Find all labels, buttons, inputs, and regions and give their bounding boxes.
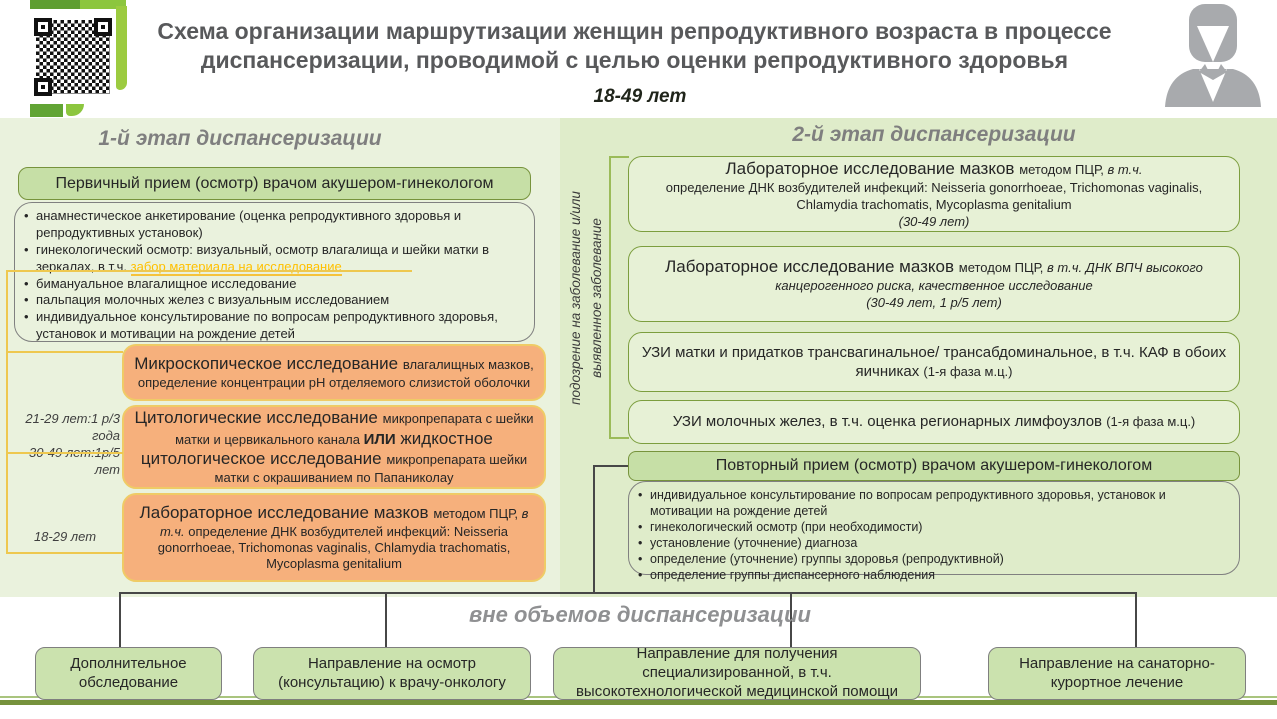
footer-rule-thick bbox=[0, 700, 1277, 705]
connector-line bbox=[119, 592, 1137, 594]
bullet-item: определение группы диспансерного наблюде… bbox=[635, 567, 1231, 583]
ultrasound-breast-box: УЗИ молочных желез, в т.ч. оценка регион… bbox=[628, 400, 1240, 444]
connector-line bbox=[593, 465, 595, 593]
bracket-line bbox=[609, 156, 629, 158]
bullet-item: гинекологический осмотр: визуальный, осм… bbox=[21, 242, 526, 276]
bullet-item: бимануальное влагалищное исследование bbox=[21, 276, 526, 293]
bracket-line bbox=[609, 156, 611, 439]
qr-frame-tab bbox=[66, 104, 84, 116]
connector-line bbox=[6, 351, 123, 353]
bracket-line bbox=[609, 437, 629, 439]
hpv-pcr-box: Лабораторное исследование мазков методом… bbox=[628, 246, 1240, 322]
stage1-heading: 1-й этап диспансеризации bbox=[98, 127, 382, 150]
connector-line bbox=[385, 592, 387, 648]
stage2-heading: 2-й этап диспансеризации bbox=[792, 123, 1076, 146]
qr-finder-icon bbox=[34, 18, 52, 36]
bullet-item: установление (уточнение) диагноза bbox=[635, 535, 1231, 551]
qr-code bbox=[30, 14, 116, 100]
qr-frame-top-left bbox=[30, 0, 80, 9]
bullet-item: индивидуальное консультирование по вопро… bbox=[21, 309, 526, 343]
cytology-box: Цитологические исследование микропрепара… bbox=[122, 405, 546, 489]
page-title: Схема организации маршрутизации женщин р… bbox=[157, 18, 1112, 74]
bullet-item: индивидуальное консультирование по вопро… bbox=[635, 487, 1231, 519]
outside-scope-heading: вне объемов диспансеризации bbox=[469, 602, 811, 627]
connector-line bbox=[6, 270, 412, 272]
suspicion-vertical-label: подозрение на заболевание и/или выявленн… bbox=[568, 191, 604, 405]
specialized-care-referral-box: Направление для получения специализирова… bbox=[553, 645, 921, 700]
additional-examination-box: Дополнительное обследование bbox=[35, 647, 222, 700]
qr-frame-top-right bbox=[80, 0, 126, 9]
stage2-bullet-box: индивидуальное консультирование по вопро… bbox=[628, 481, 1240, 583]
sanatorium-referral-box: Направление на санаторно-курортное лечен… bbox=[988, 647, 1246, 700]
bullet-item: определение (уточнение) группы здоровья … bbox=[635, 551, 1231, 567]
woman-silhouette-icon bbox=[1163, 0, 1263, 107]
stage1-bullet-box: анамнестическое анкетирование (оценка ре… bbox=[14, 202, 535, 342]
connector-line bbox=[6, 552, 123, 554]
connector-line bbox=[593, 465, 628, 467]
ultrasound-uterus-box: УЗИ матки и придатков трансвагинальное/ … bbox=[628, 332, 1240, 392]
connector-line bbox=[6, 270, 8, 554]
qr-frame-bottom bbox=[30, 104, 63, 117]
qr-frame-side bbox=[116, 6, 127, 90]
bullet-item: гинекологический осмотр (при необходимос… bbox=[635, 519, 1231, 535]
qr-finder-icon bbox=[34, 78, 52, 96]
age-range-label: 18-49 лет bbox=[593, 86, 687, 107]
stage2-bullet-list: индивидуальное консультирование по вопро… bbox=[629, 482, 1239, 587]
bullet-item: пальпация молочных желез с визуальным ис… bbox=[21, 292, 526, 309]
oncologist-referral-box: Направление на осмотр (консультацию) к в… bbox=[253, 647, 531, 700]
repeat-appointment-box: Повторный прием (осмотр) врачом акушером… bbox=[628, 451, 1240, 481]
bullet-item: анамнестическое анкетирование (оценка ре… bbox=[21, 208, 526, 242]
pcr-lab-box: Лабораторное исследование мазков методом… bbox=[122, 493, 546, 582]
primary-appointment-box: Первичный прием (осмотр) врачом акушером… bbox=[18, 167, 531, 200]
connector-line bbox=[790, 592, 792, 648]
pcr-infections-box: Лабораторное исследование мазков методом… bbox=[628, 156, 1240, 232]
stage1-bullet-list: анамнестическое анкетирование (оценка ре… bbox=[15, 203, 534, 347]
connector-line bbox=[1135, 592, 1137, 648]
age-label-18-29: 18-29 лет bbox=[33, 529, 97, 544]
microscopy-box: Микроскопическое исследование влагалищны… bbox=[122, 344, 546, 401]
connector-line bbox=[119, 592, 121, 648]
connector-line bbox=[6, 452, 123, 454]
qr-finder-icon bbox=[94, 18, 112, 36]
age-frequency-label: 21-29 лет:1 р/3 года 30-49 лет:1р/5 лет bbox=[25, 411, 120, 477]
